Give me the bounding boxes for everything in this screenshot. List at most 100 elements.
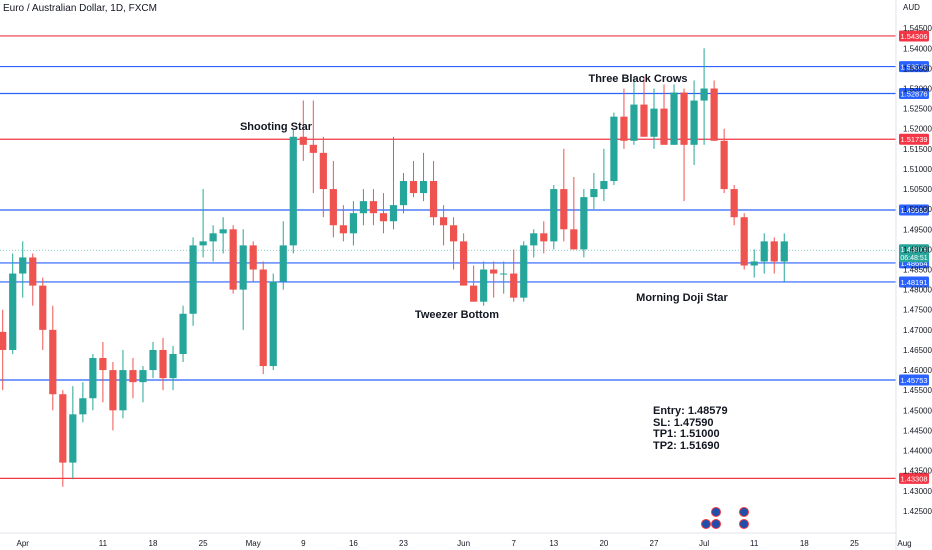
candle[interactable] (0, 309, 7, 391)
candle[interactable] (590, 172, 598, 210)
candle[interactable] (399, 172, 408, 214)
candle[interactable] (249, 241, 257, 282)
candle[interactable] (640, 76, 648, 137)
candle[interactable] (229, 225, 237, 294)
candle[interactable] (179, 305, 187, 363)
candle[interactable] (690, 80, 698, 165)
candle[interactable] (9, 253, 17, 354)
candle[interactable] (490, 261, 498, 298)
candle[interactable] (429, 160, 438, 226)
candle[interactable] (480, 261, 488, 306)
flag-icon[interactable] (701, 519, 711, 529)
candle-body (249, 245, 257, 270)
candle[interactable] (19, 241, 27, 298)
candle[interactable] (329, 160, 337, 238)
candle-body (9, 273, 17, 350)
candle[interactable] (570, 176, 578, 250)
candle[interactable] (600, 148, 608, 202)
candle[interactable] (219, 217, 227, 254)
level-price-tag-text: 1.53545 (900, 63, 927, 72)
candle[interactable] (269, 273, 277, 371)
candle[interactable] (29, 253, 37, 306)
candle[interactable] (750, 249, 758, 278)
y-tick-label: 1.46500 (903, 346, 932, 355)
candle[interactable] (139, 366, 147, 403)
candle[interactable] (319, 136, 327, 218)
candle[interactable] (199, 189, 207, 258)
candle[interactable] (129, 358, 137, 399)
candle[interactable] (439, 205, 448, 246)
candle[interactable] (279, 221, 287, 290)
candle-body (580, 197, 588, 250)
candle[interactable] (760, 233, 768, 274)
candle[interactable] (209, 225, 217, 262)
candle-body (59, 394, 67, 463)
candle[interactable] (49, 305, 57, 411)
candle[interactable] (560, 148, 568, 242)
flag-icon[interactable] (739, 507, 749, 517)
candle[interactable] (99, 341, 107, 403)
x-tick-label: 7 (511, 539, 516, 548)
candle[interactable] (299, 100, 307, 161)
candle[interactable] (419, 152, 428, 202)
candle[interactable] (470, 265, 478, 302)
candle[interactable] (369, 189, 378, 226)
candle[interactable] (409, 160, 418, 198)
candle-body (259, 269, 267, 367)
candle[interactable] (169, 345, 177, 391)
candle[interactable] (460, 233, 468, 286)
candle[interactable] (710, 80, 718, 141)
candle[interactable] (500, 261, 508, 294)
candle-body (69, 414, 77, 463)
x-tick-label: 18 (800, 539, 809, 548)
flag-icon[interactable] (711, 519, 721, 529)
candle[interactable] (520, 241, 528, 302)
candle[interactable] (530, 229, 538, 258)
candle[interactable] (119, 349, 127, 419)
candle[interactable] (239, 229, 247, 330)
candle[interactable] (39, 277, 47, 350)
candle[interactable] (89, 353, 97, 411)
candle[interactable] (339, 205, 347, 242)
candle[interactable] (389, 136, 398, 230)
candle[interactable] (309, 100, 317, 194)
candle[interactable] (780, 233, 788, 282)
candle[interactable] (740, 213, 748, 270)
candle[interactable] (289, 128, 297, 254)
candle[interactable] (510, 249, 518, 302)
candle[interactable] (450, 217, 458, 270)
candle-body (229, 229, 237, 290)
candle[interactable] (59, 390, 67, 487)
candle[interactable] (159, 337, 167, 391)
candle[interactable] (580, 189, 588, 258)
candle[interactable] (540, 221, 548, 254)
candle[interactable] (630, 76, 638, 145)
candle[interactable] (610, 112, 618, 186)
candle[interactable] (259, 261, 267, 375)
y-tick-label: 1.53000 (903, 84, 932, 93)
level-price-tag (899, 61, 929, 73)
candle[interactable] (149, 341, 157, 379)
flag-icon[interactable] (711, 507, 721, 517)
candle[interactable] (379, 193, 388, 234)
candle[interactable] (670, 84, 678, 145)
candle[interactable] (720, 128, 728, 194)
candle[interactable] (79, 382, 87, 423)
economic-events-icons[interactable] (701, 507, 749, 529)
candle[interactable] (700, 48, 708, 145)
candle[interactable] (550, 185, 558, 250)
candle[interactable] (650, 88, 658, 149)
candle[interactable] (189, 237, 197, 326)
candle[interactable] (620, 88, 628, 149)
candle[interactable] (109, 362, 117, 431)
candle[interactable] (660, 84, 668, 145)
candle[interactable] (349, 201, 357, 246)
level-price-tag-text: 1.48191 (900, 278, 927, 287)
candle[interactable] (730, 185, 738, 226)
flag-icon[interactable] (739, 519, 749, 529)
candle[interactable] (680, 88, 688, 202)
candle[interactable] (770, 237, 778, 274)
candle[interactable] (359, 189, 368, 226)
candle[interactable] (69, 386, 77, 479)
